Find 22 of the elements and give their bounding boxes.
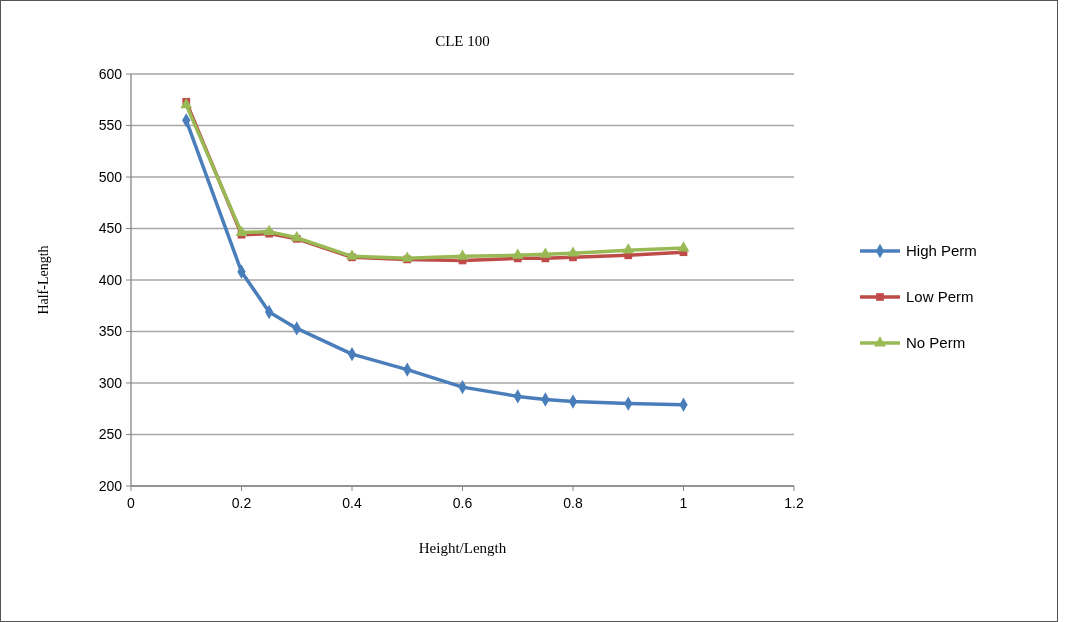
legend-label: No Perm xyxy=(906,334,966,352)
chart-title: CLE 100 xyxy=(435,33,490,49)
y-tick-label: 350 xyxy=(98,323,123,340)
x-tick-label: 0.8 xyxy=(563,495,583,511)
x-axis-title: Height/Length xyxy=(418,540,507,556)
y-axis-title: Half-Length xyxy=(36,245,51,315)
x-tick-label: 0.2 xyxy=(231,495,252,511)
x-tick-label: 0.4 xyxy=(342,495,362,511)
y-tick-label: 500 xyxy=(98,168,123,185)
x-tick-label: 1.2 xyxy=(784,495,804,511)
legend-label: Low Perm xyxy=(906,288,974,306)
x-tick-label: 1 xyxy=(679,495,688,511)
y-tick-label: 550 xyxy=(98,117,123,134)
y-tick-label: 400 xyxy=(98,271,123,288)
y-tick-label: 600 xyxy=(98,65,123,82)
legend-label: High Perm xyxy=(906,242,977,260)
y-tick-label: 200 xyxy=(98,477,123,494)
y-tick-label: 300 xyxy=(98,374,123,391)
x-tick-label: 0.6 xyxy=(452,495,473,511)
y-tick-label: 450 xyxy=(98,220,123,237)
x-tick-label: 0 xyxy=(127,495,136,511)
y-tick-label: 250 xyxy=(98,426,123,443)
